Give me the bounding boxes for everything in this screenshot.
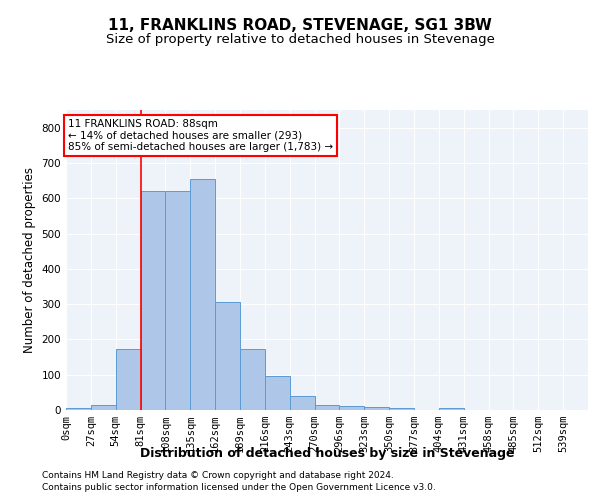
Bar xyxy=(314,404,340,410)
Y-axis label: Number of detached properties: Number of detached properties xyxy=(23,167,36,353)
Bar xyxy=(116,350,140,410)
Bar xyxy=(364,407,389,410)
Bar xyxy=(240,350,265,410)
Text: 11, FRANKLINS ROAD, STEVENAGE, SG1 3BW: 11, FRANKLINS ROAD, STEVENAGE, SG1 3BW xyxy=(108,18,492,32)
Bar xyxy=(439,408,464,410)
Bar xyxy=(190,179,215,410)
Text: Distribution of detached houses by size in Stevenage: Distribution of detached houses by size … xyxy=(140,448,514,460)
Bar xyxy=(265,376,290,410)
Bar xyxy=(215,302,240,410)
Text: Contains HM Land Registry data © Crown copyright and database right 2024.: Contains HM Land Registry data © Crown c… xyxy=(42,471,394,480)
Bar xyxy=(340,406,364,410)
Bar xyxy=(91,405,116,410)
Text: Size of property relative to detached houses in Stevenage: Size of property relative to detached ho… xyxy=(106,32,494,46)
Bar xyxy=(166,191,190,410)
Text: 11 FRANKLINS ROAD: 88sqm
← 14% of detached houses are smaller (293)
85% of semi-: 11 FRANKLINS ROAD: 88sqm ← 14% of detach… xyxy=(68,119,333,152)
Text: Contains public sector information licensed under the Open Government Licence v3: Contains public sector information licen… xyxy=(42,484,436,492)
Bar xyxy=(140,191,166,410)
Bar xyxy=(389,408,414,410)
Bar xyxy=(66,408,91,410)
Bar xyxy=(290,396,314,410)
